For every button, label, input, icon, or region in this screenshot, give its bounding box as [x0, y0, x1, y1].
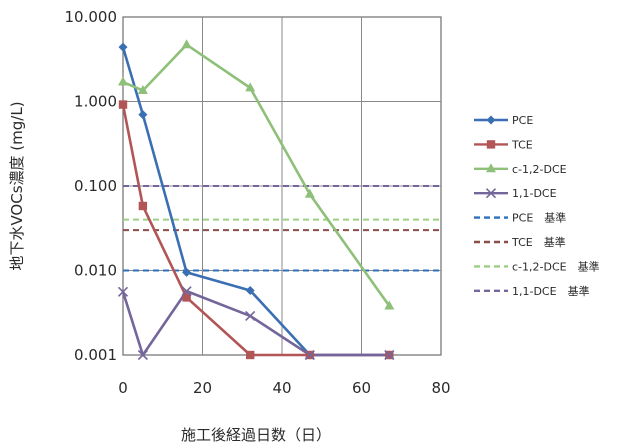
- data-point: [384, 349, 395, 361]
- y-tick-label: 0.100: [74, 177, 117, 195]
- series-line: [121, 289, 390, 357]
- y-tick-label: 0.010: [74, 262, 117, 280]
- legend: PCE TCE c-1,2-DCE 1,1-DCE PCE 基準 TCE 基準 c-1,2-…: [474, 114, 600, 298]
- data-point: [304, 188, 315, 198]
- legend-label: TCE: [511, 138, 533, 151]
- data-point: [181, 286, 192, 297]
- data-point: [246, 350, 255, 360]
- x-tick-label: 60: [352, 379, 371, 397]
- data-point: [118, 76, 128, 86]
- data-point: [138, 110, 148, 120]
- data-point: [137, 349, 148, 361]
- series-markers: [117, 39, 395, 361]
- data-point: [181, 39, 192, 49]
- data-point: [138, 201, 148, 211]
- x-tick-label: 80: [431, 379, 450, 397]
- data-point: [137, 84, 148, 94]
- legend-marker: [486, 140, 496, 149]
- data-point: [245, 285, 255, 295]
- y-tick-labels: 0.001 0.010 0.100 1.000 10.000: [65, 8, 118, 364]
- y-tick-label: 1.000: [74, 93, 117, 111]
- y-tick-label: 0.001: [74, 346, 117, 364]
- data-point: [182, 267, 192, 277]
- legend-label: 1,1-DCE: [512, 187, 557, 200]
- x-tick-label: 40: [272, 379, 291, 397]
- x-tick-label: 0: [118, 379, 128, 397]
- legend-label: 1,1-DCE 基準: [512, 284, 590, 298]
- legend-label: TCE 基準: [511, 235, 566, 249]
- legend-label: c-1,2-DCE: [512, 163, 567, 176]
- legend-label: PCE: [512, 114, 533, 127]
- x-axis-title: 施工後経過日数（日）: [181, 426, 331, 444]
- data-point: [384, 300, 395, 310]
- data-point: [245, 310, 256, 321]
- data-point: [118, 100, 128, 109]
- legend-marker: [486, 115, 496, 125]
- x-tick-label: 20: [193, 379, 212, 397]
- series-line: [122, 43, 391, 307]
- series-lines: [121, 43, 391, 357]
- data-point: [118, 42, 128, 52]
- data-point: [117, 286, 129, 297]
- x-tick-labels: 0 20 40 60 80: [118, 379, 450, 397]
- legend-label: c-1,2-DCE 基準: [512, 259, 600, 273]
- data-point: [245, 82, 256, 92]
- y-axis-title: 地下水VOCs濃度 (mg/L): [8, 101, 26, 270]
- y-tick-label: 10.000: [65, 8, 118, 26]
- legend-marker: [485, 188, 497, 199]
- data-point: [304, 349, 315, 361]
- legend-marker: [486, 163, 496, 173]
- data-point: [182, 293, 191, 302]
- legend-label: PCE 基準: [512, 211, 566, 225]
